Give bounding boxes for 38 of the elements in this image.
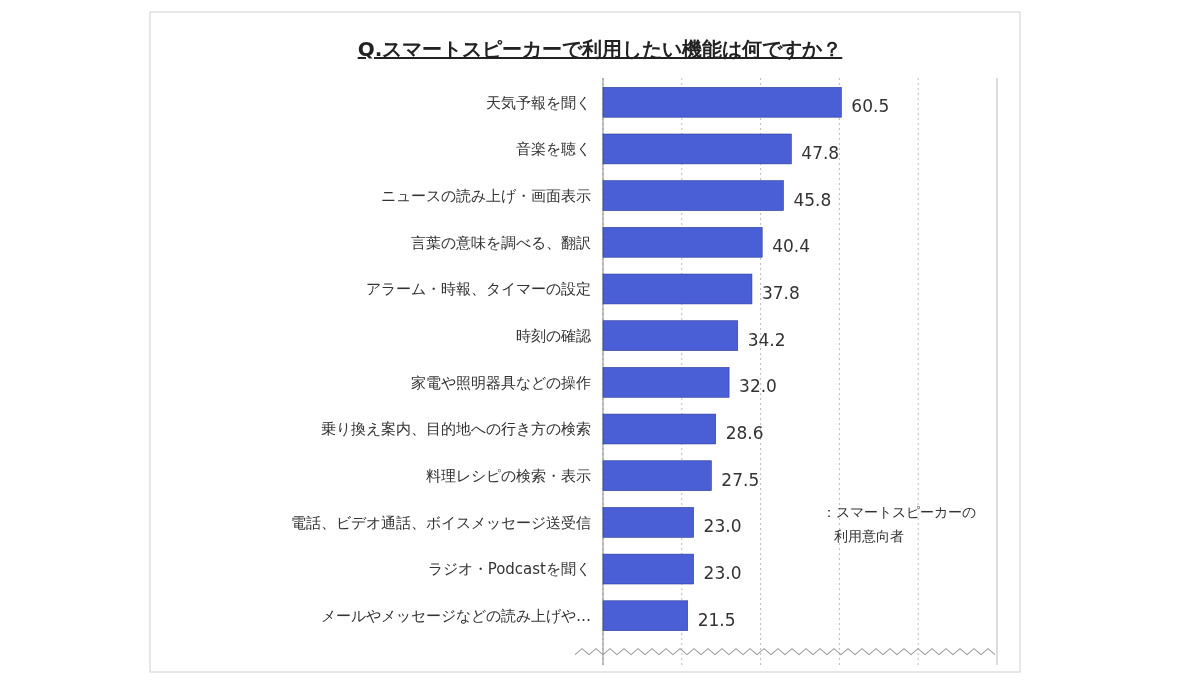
- data-label: 23.0: [703, 563, 742, 583]
- bar: [602, 227, 763, 258]
- data-label: 47.8: [801, 142, 840, 163]
- bar: [602, 180, 784, 211]
- data-label: 40.4: [772, 236, 811, 257]
- y-tick-label: 乗り換え案内、目的地への行き方の検索: [321, 420, 591, 439]
- bar: [602, 133, 792, 165]
- annotation: ：スマートスピーカーの利用意向者: [822, 504, 976, 544]
- chart-title: Q.スマートスピーカーで利用したい機能は何ですか？: [357, 37, 843, 61]
- y-tick-label: 天気予報を聞く: [486, 93, 591, 112]
- bar: [602, 553, 694, 585]
- y-tick-label: 料理レシピの検索・表示: [426, 466, 591, 485]
- bar: [602, 273, 753, 305]
- y-tick-label: 音楽を聴く: [516, 140, 591, 159]
- data-label: 37.8: [761, 282, 800, 303]
- data-label: 34.2: [747, 329, 786, 350]
- bar: [602, 367, 730, 398]
- y-tick-label: ニュースの読み上げ・画面表示: [381, 186, 591, 205]
- y-tick-label: 時刻の確認: [516, 326, 591, 345]
- bar: [602, 320, 739, 351]
- bar: [602, 600, 689, 631]
- data-label: 60.5: [851, 96, 890, 117]
- bar: [602, 460, 712, 491]
- y-tick-label: 家電や照明器具などの操作: [411, 373, 591, 392]
- data-label: 23.0: [703, 516, 742, 537]
- data-label: 32.0: [739, 376, 777, 397]
- y-tick-label: 言葉の意味を調べる、翻訳: [411, 233, 591, 252]
- bar: [602, 87, 842, 118]
- data-label: 27.5: [721, 469, 760, 490]
- bar: [602, 507, 694, 538]
- y-tick-label: アラーム・時報、タイマーの設定: [366, 280, 591, 299]
- bar: [602, 413, 716, 445]
- data-label: 45.8: [793, 189, 832, 210]
- y-tick-label: ラジオ・Podcastを聞く: [427, 560, 591, 579]
- data-label: 28.6: [725, 422, 764, 443]
- data-label: 21.5: [697, 609, 736, 630]
- y-tick-label: 電話、ビデオ通話、ボイスメッセージ送受信: [291, 513, 591, 532]
- y-tick-label: メールやメッセージなどの読み上げや…: [321, 606, 591, 625]
